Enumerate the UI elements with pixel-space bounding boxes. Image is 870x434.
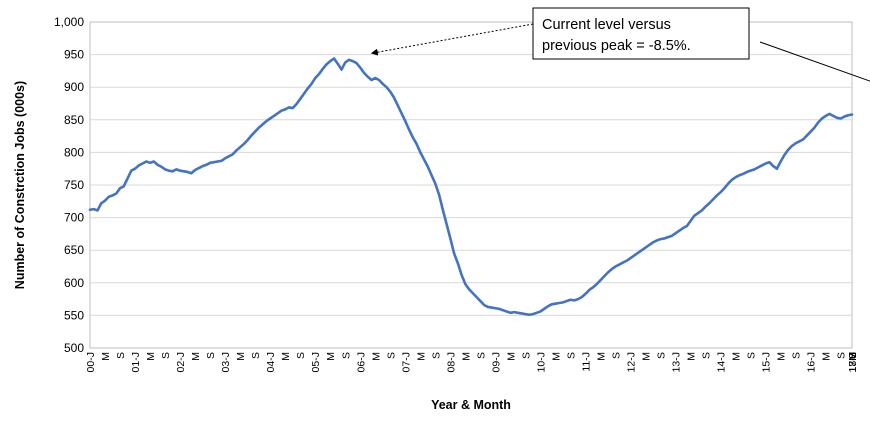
x-tick-label: S <box>701 352 713 359</box>
x-tick-label: M <box>145 352 157 361</box>
x-tick-label: M <box>641 352 653 361</box>
x-tick-label: M <box>505 352 517 361</box>
annotation: Current level versus previous peak = -8.… <box>372 8 870 107</box>
x-tick-label: M <box>731 352 743 361</box>
x-tick-label: S <box>295 352 307 359</box>
x-tick-label: M <box>596 352 608 361</box>
annotation-line-2: previous peak = -8.5%. <box>542 38 691 54</box>
y-tick-label: 550 <box>64 308 84 322</box>
x-tick-label: 12-J <box>626 352 638 372</box>
x-tick-label: S <box>430 352 442 359</box>
x-tick-label: S <box>160 352 172 359</box>
x-tick-label: 04-J <box>265 352 277 372</box>
y-tick-label: 1,000 <box>54 15 84 29</box>
x-tick-label: 03-J <box>220 352 232 372</box>
x-tick-label: S <box>791 352 803 359</box>
x-tick-label: S <box>385 352 397 359</box>
x-tick-label: S <box>565 352 577 359</box>
x-tick-label: M <box>190 352 202 361</box>
x-tick-label: S <box>115 352 127 359</box>
x-tick-label: M <box>776 352 788 361</box>
y-axis-ticks: 500 550 600 650 700 750 800 850 900 950 1,000 <box>54 15 84 355</box>
x-tick-label: S <box>340 352 352 359</box>
series-layer <box>90 59 852 315</box>
x-tick-label: 10-J <box>535 352 547 372</box>
x-tick-label: S <box>611 352 623 359</box>
x-tick-label: M <box>370 352 382 361</box>
x-tick-label: 01-J <box>130 352 142 372</box>
y-tick-label: 750 <box>64 178 84 192</box>
x-tick-label: M <box>100 352 112 361</box>
y-tick-label: 600 <box>64 276 84 290</box>
x-tick-label: 14-J <box>716 352 728 372</box>
annotation-arrow-to-current <box>760 42 870 107</box>
x-tick-label: 07-J <box>400 352 412 372</box>
annotation-line-1: Current level versus <box>542 17 671 33</box>
x-axis-title: Year & Month <box>431 398 511 412</box>
y-tick-label: 950 <box>64 48 84 62</box>
x-tick-label: 05-J <box>310 352 322 372</box>
x-tick-label: M <box>280 352 292 361</box>
x-tick-label: S <box>205 352 217 359</box>
x-tick-label: S <box>475 352 487 359</box>
x-tick-label: 15-J <box>761 352 773 372</box>
y-tick-label: 800 <box>64 145 84 159</box>
x-tick-label: 00-J <box>85 352 97 372</box>
x-tick-label: S <box>250 352 262 359</box>
y-tick-label: 850 <box>64 113 84 127</box>
x-tick-label: S <box>656 352 668 359</box>
annotation-arrow-to-peak <box>372 24 534 53</box>
y-tick-label: 700 <box>64 211 84 225</box>
x-tick-label: M <box>686 352 698 361</box>
x-tick-label: S <box>746 352 758 359</box>
x-tick-label: 06-J <box>355 352 367 372</box>
x-tick-label: 16-J <box>806 352 818 372</box>
x-tick-label: 02-J <box>175 352 187 372</box>
x-tick-label: 13-J <box>671 352 683 372</box>
y-tick-label: 900 <box>64 80 84 94</box>
x-tick-label: M <box>325 352 337 361</box>
x-tick-label: S <box>847 352 859 359</box>
x-tick-label: 09-J <box>490 352 502 372</box>
x-tick-label: M <box>235 352 247 361</box>
x-tick-label: M <box>821 352 833 361</box>
x-tick-label: M <box>460 352 472 361</box>
x-tick-label: 11-J <box>580 352 592 372</box>
x-tick-label: M <box>415 352 427 361</box>
gridlines <box>90 55 852 316</box>
x-tick-label: S <box>520 352 532 359</box>
x-tick-label: S <box>836 352 848 359</box>
y-axis-title: Number of Constrction Jobs (000s) <box>13 81 27 289</box>
y-tick-label: 650 <box>64 243 84 257</box>
x-tick-label: 08-J <box>445 352 457 372</box>
x-tick-label: M <box>550 352 562 361</box>
series-line-construction-jobs <box>90 59 852 315</box>
y-tick-label: 500 <box>64 341 84 355</box>
